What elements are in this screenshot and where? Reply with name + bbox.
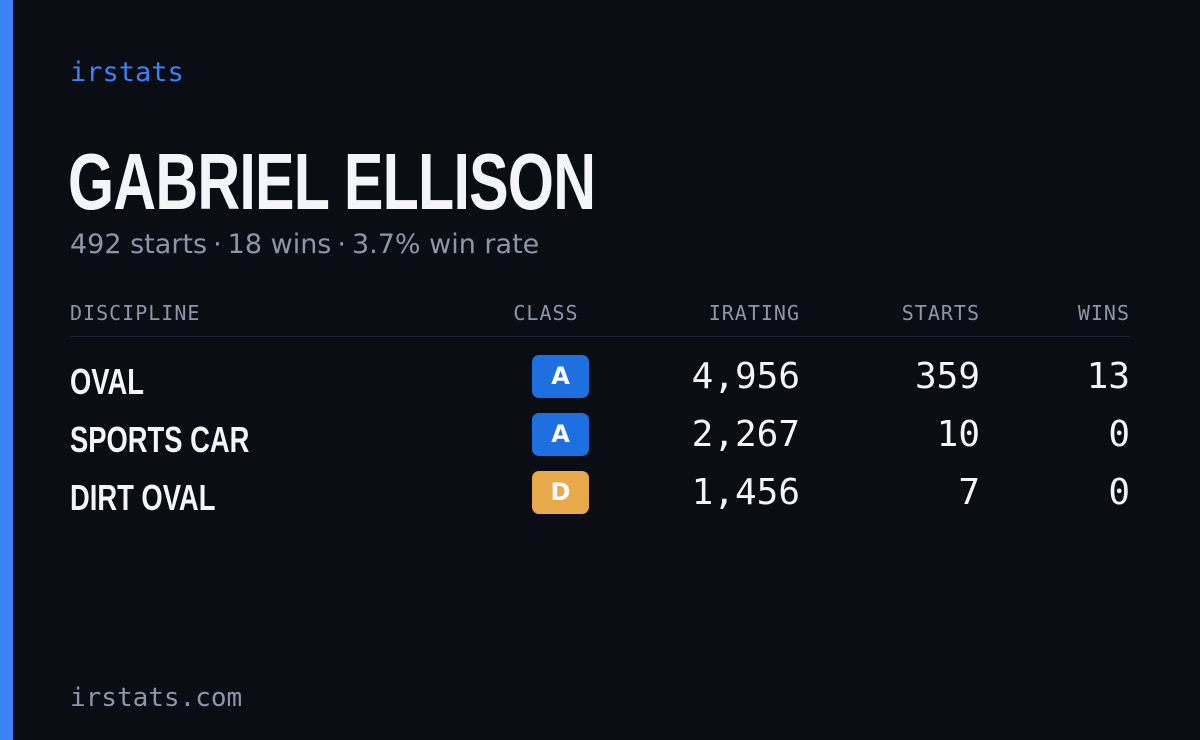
class-badge: A xyxy=(532,355,589,398)
summary-win-rate: 3.7% win rate xyxy=(351,229,540,260)
wins-value: 0 xyxy=(1108,414,1130,455)
brand-logo-text: irstats xyxy=(70,57,184,88)
driver-summary: 492 starts · 18 wins · 3.7% win rate xyxy=(70,226,539,264)
starts-value: 7 xyxy=(958,472,980,513)
summary-separator: · xyxy=(337,229,346,260)
starts-value: 359 xyxy=(914,356,980,397)
header-discipline: DISCIPLINE xyxy=(70,301,201,325)
class-badge: A xyxy=(532,413,589,456)
irating-value: 2,267 xyxy=(691,414,800,455)
discipline-label: DIRT OVAL xyxy=(70,477,216,518)
wins-value: 13 xyxy=(1086,356,1130,397)
starts-value: 10 xyxy=(936,414,980,455)
discipline-label: OVAL xyxy=(70,361,144,402)
irating-value: 4,956 xyxy=(691,356,800,397)
class-badge: D xyxy=(532,471,589,514)
table-row: DIRT OVAL D 1,456 7 0 xyxy=(70,453,1130,518)
wins-value: 0 xyxy=(1108,472,1130,513)
summary-wins: 18 wins xyxy=(227,229,332,260)
header-class: CLASS xyxy=(513,301,579,325)
accent-bar xyxy=(0,0,13,740)
table-row: SPORTS CAR A 2,267 10 0 xyxy=(70,395,1130,460)
table-body: OVAL A 4,956 359 13 SPORTS CAR A 2,267 1… xyxy=(70,337,1130,518)
header-starts: STARTS xyxy=(901,301,980,325)
irating-value: 1,456 xyxy=(691,472,800,513)
discipline-label: SPORTS CAR xyxy=(70,419,250,460)
summary-separator: · xyxy=(213,229,222,260)
header-wins: WINS xyxy=(1077,301,1130,325)
footer-site-link[interactable]: irstats.com xyxy=(70,683,243,713)
summary-starts: 492 starts xyxy=(70,229,208,260)
header-irating: IRATING xyxy=(708,301,800,325)
driver-name: GABRIEL ELLISON xyxy=(68,137,596,226)
table-header: DISCIPLINE CLASS IRATING STARTS WINS xyxy=(70,296,1130,337)
discipline-table: DISCIPLINE CLASS IRATING STARTS WINS OVA… xyxy=(70,296,1130,518)
table-row: OVAL A 4,956 359 13 xyxy=(70,337,1130,402)
